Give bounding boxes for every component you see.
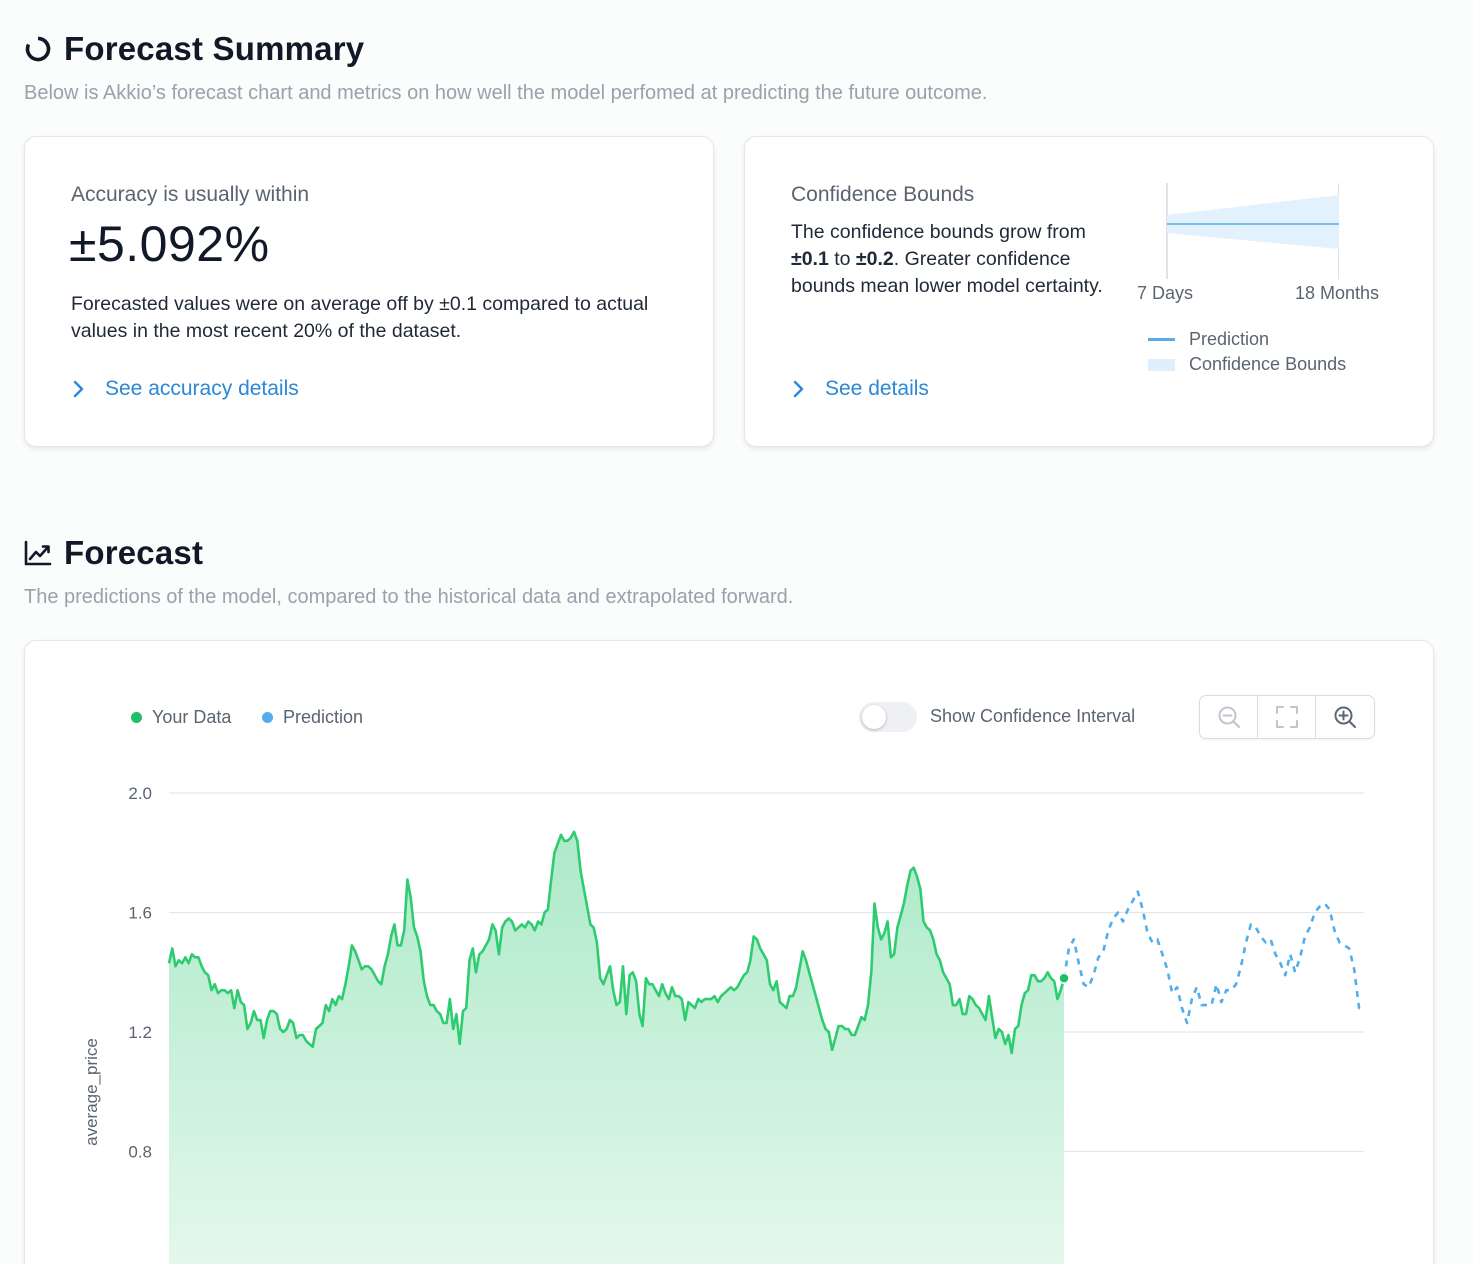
zoom-controls: [1199, 695, 1375, 739]
y-tick-label: 0.8: [128, 1143, 152, 1162]
cone-legend-bounds: Confidence Bounds: [1148, 354, 1346, 375]
zoom-out-icon: [1218, 706, 1240, 728]
confidence-desc-prefix: The confidence bounds grow from: [791, 221, 1086, 243]
zoom-in-button[interactable]: [1316, 696, 1374, 738]
zoom-in-icon: [1334, 706, 1356, 728]
forecast-summary-header: Forecast Summary: [24, 30, 364, 68]
last-actual-point: [1058, 972, 1070, 984]
confidence-bounds-area: [1167, 195, 1339, 249]
forecast-subtitle: The predictions of the model, compared t…: [24, 586, 794, 608]
see-accuracy-details-label: See accuracy details: [105, 377, 299, 400]
y-tick-label: 0.4: [128, 1262, 152, 1264]
accuracy-value: ±5.092%: [69, 216, 270, 272]
trending-chart-icon: [24, 539, 52, 567]
zoom-out-button[interactable]: [1200, 696, 1258, 738]
cone-legend-prediction: Prediction: [1148, 329, 1269, 350]
see-details-label: See details: [825, 377, 929, 400]
confidence-description: The confidence bounds grow from ±0.1 to …: [791, 219, 1121, 300]
legend-your-data[interactable]: Your Data: [131, 707, 231, 728]
prediction-series-line: [1062, 890, 1365, 1025]
confidence-interval-label: Show Confidence Interval: [930, 706, 1136, 726]
prediction-dot: [262, 712, 273, 723]
cone-axis-start-label: 7 Days: [1137, 283, 1194, 303]
forecast-title: Forecast: [64, 534, 204, 571]
confidence-from: ±0.1: [791, 248, 829, 270]
accuracy-description: Forecasted values were on average off by…: [71, 293, 649, 342]
legend-your-data-label: Your Data: [152, 707, 232, 727]
see-accuracy-details-link[interactable]: See accuracy details: [71, 377, 299, 401]
see-details-link[interactable]: See details: [791, 377, 929, 401]
fit-screen-icon: [1275, 706, 1298, 728]
y-tick-label: 1.6: [128, 904, 152, 923]
toggle-knob: [862, 705, 886, 729]
cone-legend-bounds-label: Confidence Bounds: [1189, 354, 1347, 374]
cone-legend-prediction-label: Prediction: [1189, 329, 1270, 349]
page-title: Forecast Summary: [64, 30, 365, 67]
confidence-to: ±0.2: [855, 248, 894, 270]
accuracy-label: Accuracy is usually within: [71, 183, 310, 206]
confidence-to-word: to: [828, 248, 856, 270]
your-data-dot: [131, 712, 142, 723]
prediction-legend-swatch: [1148, 338, 1175, 341]
your-data-area: [169, 831, 1064, 1264]
chevron-right-icon: [73, 380, 84, 398]
forecast-header: Forecast: [24, 534, 203, 572]
y-tick-label: 2.0: [128, 784, 152, 803]
confidence-bounds-card: Confidence Bounds The confidence bounds …: [744, 136, 1434, 447]
summary-subtitle: Below is Akkio’s forecast chart and metr…: [24, 82, 988, 104]
legend-prediction[interactable]: Prediction: [262, 707, 363, 728]
confidence-desc-suffix: . Greater confidence bounds mean lower m…: [791, 248, 1103, 297]
accuracy-card: Accuracy is usually within ±5.092% Forec…: [24, 136, 714, 447]
y-tick-label: 1.2: [128, 1023, 152, 1042]
y-axis-label: average_price: [82, 1038, 101, 1146]
cone-axis-end-label: 18 Months: [1295, 283, 1380, 303]
confidence-label: Confidence Bounds: [791, 183, 975, 206]
fit-screen-button[interactable]: [1258, 696, 1316, 738]
your-data-series-line: [167, 830, 1066, 1055]
donut-chart-icon: [24, 35, 52, 63]
confidence-cone-chart: [1166, 183, 1339, 279]
chevron-right-icon: [793, 380, 804, 398]
confidence-interval-toggle[interactable]: [859, 702, 917, 732]
bounds-legend-swatch: [1148, 358, 1175, 371]
legend-prediction-label: Prediction: [283, 707, 364, 727]
